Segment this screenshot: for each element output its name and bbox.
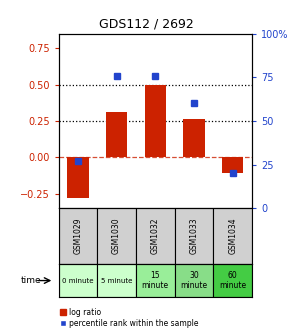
Bar bbox=[136, 208, 175, 264]
Text: 15
minute: 15 minute bbox=[142, 271, 169, 290]
Bar bbox=[175, 264, 213, 297]
Bar bbox=[145, 85, 166, 157]
Bar bbox=[213, 264, 252, 297]
Bar bbox=[106, 112, 127, 157]
Text: GSM1029: GSM1029 bbox=[74, 218, 82, 254]
Text: GSM1032: GSM1032 bbox=[151, 218, 160, 254]
Bar bbox=[67, 157, 88, 198]
Bar bbox=[175, 208, 213, 264]
Text: GSM1033: GSM1033 bbox=[190, 218, 198, 254]
Bar bbox=[213, 208, 252, 264]
Bar bbox=[183, 119, 205, 157]
Bar bbox=[97, 264, 136, 297]
Bar bbox=[136, 264, 175, 297]
Text: GDS112 / 2692: GDS112 / 2692 bbox=[99, 17, 194, 30]
Bar bbox=[222, 157, 243, 173]
Text: GSM1034: GSM1034 bbox=[228, 218, 237, 254]
Text: GSM1030: GSM1030 bbox=[112, 218, 121, 254]
Legend: log ratio, percentile rank within the sample: log ratio, percentile rank within the sa… bbox=[59, 307, 200, 329]
Bar bbox=[59, 264, 97, 297]
Bar bbox=[59, 208, 97, 264]
Text: 5 minute: 5 minute bbox=[101, 278, 132, 284]
Bar bbox=[97, 208, 136, 264]
Text: 30
minute: 30 minute bbox=[180, 271, 207, 290]
Text: time: time bbox=[21, 276, 41, 285]
Text: 0 minute: 0 minute bbox=[62, 278, 94, 284]
Text: 60
minute: 60 minute bbox=[219, 271, 246, 290]
